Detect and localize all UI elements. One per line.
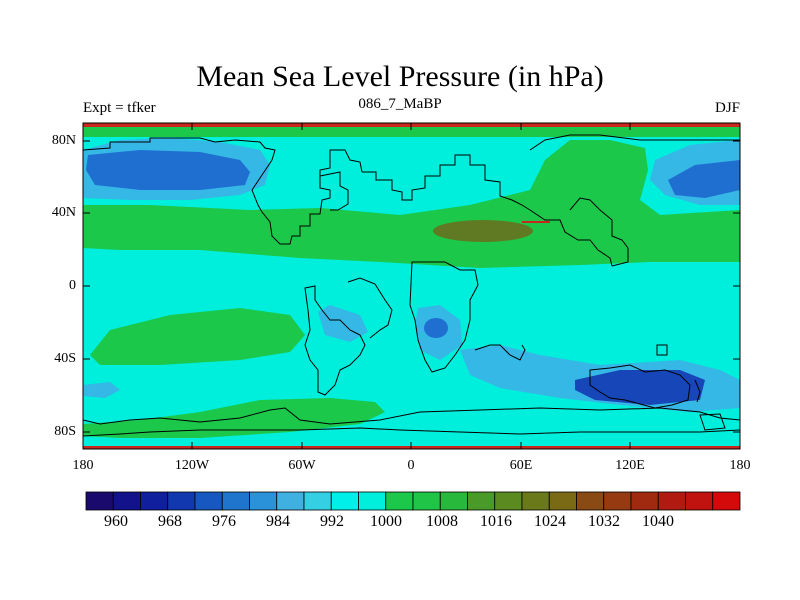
- colorbar-swatch: [303, 491, 332, 511]
- lon-label-60e: 60E: [509, 458, 533, 473]
- lon-label-120e: 120E: [615, 458, 645, 473]
- lon-label-120w: 120W: [174, 458, 210, 473]
- colorbar-swatch: [412, 491, 441, 511]
- colorbar-label: 992: [320, 513, 344, 530]
- colorbar: [85, 491, 741, 511]
- colorbar-swatch: [85, 491, 114, 511]
- lon-label-60w: 60W: [288, 458, 316, 473]
- colorbar-label: 960: [104, 513, 128, 530]
- colorbar-label: 1040: [642, 513, 674, 530]
- colorbar-swatch: [521, 491, 550, 511]
- colorbar-swatch: [439, 491, 468, 511]
- lat-label-0: 0: [69, 278, 76, 293]
- coastlines: [83, 134, 740, 437]
- colorbar-swatch: [630, 491, 659, 511]
- colorbar-swatch: [385, 491, 414, 511]
- colorbar-swatch: [712, 491, 741, 511]
- colorbar-swatch: [657, 491, 686, 511]
- lat-label-40s: 40S: [54, 351, 76, 366]
- experiment-label: Expt = tfker: [83, 100, 156, 116]
- north-high-band: [83, 140, 740, 268]
- colorbar-swatch: [603, 491, 632, 511]
- lat-label-80s: 80S: [54, 424, 76, 439]
- colorbar-label: 1032: [588, 513, 620, 530]
- colorbar-swatch: [140, 491, 169, 511]
- south-pacific-high: [90, 308, 305, 365]
- colorbar-swatch: [494, 491, 523, 511]
- lon-label-0: 0: [407, 458, 415, 473]
- colorbar-swatch: [358, 491, 387, 511]
- lat-label-80n: 80N: [51, 133, 76, 148]
- colorbar-label: 1024: [534, 513, 566, 530]
- lon-label-180e: 180: [729, 458, 751, 473]
- south-west-low: [83, 382, 120, 398]
- colorbar-swatch: [576, 491, 605, 511]
- africa-low-inner: [424, 318, 448, 338]
- colorbar-label: 984: [266, 513, 290, 530]
- colorbar-label: 1000: [370, 513, 402, 530]
- colorbar-swatch: [467, 491, 496, 511]
- colorbar-swatch: [221, 491, 250, 511]
- colorbar-label: 968: [158, 513, 182, 530]
- colorbar-swatch: [330, 491, 359, 511]
- lon-label-180w: 180: [72, 458, 94, 473]
- season-label: DJF: [714, 100, 740, 116]
- colorbar-label: 1016: [480, 513, 512, 530]
- top-green-strip: [83, 127, 740, 137]
- colorbar-swatch: [548, 491, 577, 511]
- period-label: 086_7_MaBP: [358, 96, 442, 112]
- colorbar-swatch: [249, 491, 278, 511]
- tick-marks: [83, 123, 740, 449]
- colorbar-swatch: [685, 491, 714, 511]
- colorbar-label: 976: [212, 513, 236, 530]
- north-east-low-inner: [668, 160, 740, 198]
- lat-label-40n: 40N: [51, 205, 76, 220]
- colorbar-swatch: [276, 491, 305, 511]
- north-pacific-low-inner: [86, 150, 250, 190]
- colorbar-swatch: [167, 491, 196, 511]
- south-high-band: [83, 398, 385, 438]
- colorbar-swatch: [112, 491, 141, 511]
- colorbar-swatch: [194, 491, 223, 511]
- asia-high: [433, 220, 533, 242]
- colorbar-label: 1008: [426, 513, 458, 530]
- map-title: Mean Sea Level Pressure (in hPa): [196, 60, 604, 93]
